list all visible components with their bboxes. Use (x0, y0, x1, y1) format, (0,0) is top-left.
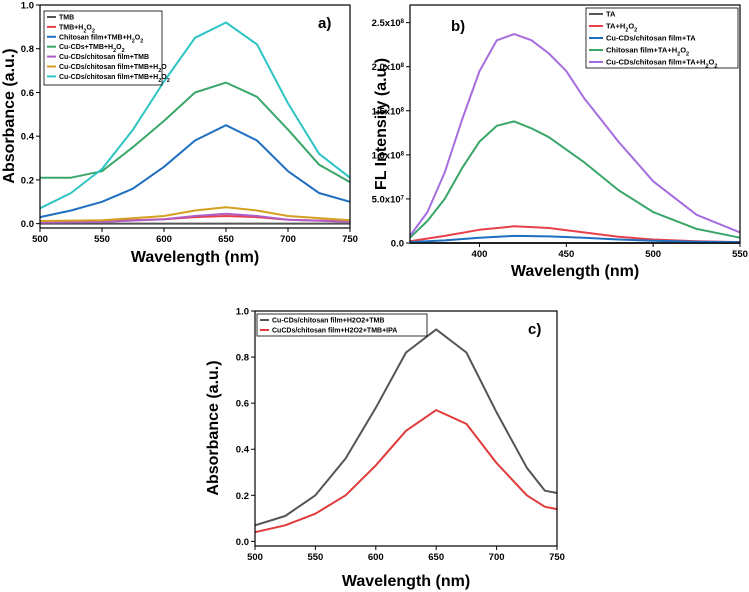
panel-a-series-5 (39, 212, 351, 224)
panel-c-legend: Cu-CDs/chitosan film+H2O2+TMB CuCDs/chito… (256, 313, 428, 337)
panel-a-xtick-label: 700 (280, 234, 296, 245)
panel-a-xtick-label: 650 (218, 234, 234, 245)
panel-b-xtick-label: 450 (558, 249, 574, 260)
panel-a-xtick-label: 750 (342, 234, 358, 245)
panel-a-series-6 (39, 206, 351, 222)
panel-b-yticks: 0.0 5.0x107 1.0x108 1.5x108 2.0x108 2.5x108 (372, 18, 410, 250)
panel-c-ytick-label: 0.0 (236, 537, 249, 548)
panel-b-legend-label: Cu-CDs/chitosan film+TA+H2O2 (606, 58, 717, 70)
panel-b-xtick-label: 550 (732, 249, 748, 260)
panel-b-ytick-label: 1.0x108 (372, 150, 405, 161)
panel-a-ytick-label: 0.8 (21, 44, 34, 55)
panel-a-xtick-label: 500 (32, 234, 48, 245)
panel-b: 400 450 500 550 0.0 5.0x107 1.0x108 1.5x108 2.0… (372, 4, 748, 280)
panel-c-legend-box (256, 313, 428, 337)
panel-b-series-3 (409, 234, 741, 244)
panel-b-legend-box (585, 7, 739, 69)
panel-c-legend-label: Cu-CDs/chitosan film+H2O2+TMB (272, 318, 384, 325)
panel-b-label: b) (451, 18, 465, 35)
panel-a-legend-label: Cu-CDs/chitosan film+TMB+H2O2 (59, 74, 170, 84)
panel-b-ytick-label: 0.0 (391, 239, 404, 250)
panel-b-series-4 (409, 120, 741, 239)
panel-a-series-4 (40, 81, 351, 183)
panel-a-ytick-label: 0.2 (21, 175, 34, 186)
panel-a-legend-label: Cu-CDs/chitosan film+TMB+H2O (59, 64, 167, 74)
panel-c-ytick-label: 0.4 (236, 445, 250, 456)
panel-b-xticks: 400 450 500 550 (472, 243, 748, 260)
panel-b-legend-label: TA (606, 10, 616, 19)
panel-c-xlabel: Wavelength (nm) (342, 573, 470, 590)
panel-a-legend-label: TMB (59, 15, 74, 22)
panel-c-frame (254, 310, 558, 547)
panel-a-ytick-label: 0.0 (21, 219, 34, 230)
panel-c-xtick-label: 750 (549, 552, 565, 563)
panel-c-ytick-label: 0.6 (236, 399, 249, 410)
panel-c: 500 550 600 650 700 750 0.0 0.2 0.4 0.6 0.8 1.0 Wa… (205, 307, 565, 591)
panel-a-xtick-label: 600 (156, 234, 172, 245)
panel-c-ytick-label: 1.0 (236, 307, 249, 318)
panel-a-series-7 (39, 21, 351, 210)
panel-c-ytick-label: 0.2 (236, 491, 249, 502)
panel-a-frame (39, 4, 351, 229)
panel-a-yticks: 0.0 0.2 0.4 0.6 0.8 1.0 (21, 1, 40, 230)
panel-c-ylabel: Absorbance (a.u.) (205, 360, 222, 495)
panel-a-ytick-label: 1.0 (21, 1, 34, 12)
panel-b-ytick-label: 2.0x108 (372, 62, 405, 73)
panel-b-frame (409, 4, 741, 244)
panel-b-xtick-label: 400 (472, 249, 488, 260)
panel-c-series-1 (254, 328, 558, 527)
panel-b-legend-label: Cu-CDs/chitosan film+TA (606, 34, 696, 43)
panel-a-legend-label: Chitosan film+TMB+H2O2 (59, 34, 143, 44)
panel-b-ylabel: FL Intensity (a.u.) (373, 58, 390, 190)
panel-a-series-3 (39, 124, 351, 219)
panel-b-legend-label: Chitosan film+TA+H2O2 (606, 46, 689, 58)
panel-b-ytick-label: 1.5x108 (372, 106, 405, 117)
panel-a-legend-label: Cu-CDs/chitosan film+TMB (59, 54, 149, 61)
panel-c-xtick-label: 600 (368, 552, 384, 563)
panel-c-xtick-label: 550 (307, 552, 323, 563)
panel-c-yticks: 0.0 0.2 0.4 0.6 0.8 1.0 (236, 307, 255, 548)
panel-b-legend-label: TA+H2O2 (606, 22, 637, 34)
panel-c-xtick-label: 500 (247, 552, 263, 563)
panel-b-xlabel: Wavelength (nm) (511, 263, 639, 280)
panel-a-legend-label: Cu-CDs+TMB+H2O2 (59, 44, 125, 54)
panel-c-ytick-label: 0.8 (236, 353, 249, 364)
panel-c-xtick-label: 650 (428, 552, 444, 563)
panel-c-xticks: 500 550 600 650 700 750 (247, 546, 565, 563)
panel-b-series-5 (409, 33, 741, 237)
panel-a: 500 550 600 650 700 750 0.0 0.2 0.4 0.6 0.8 1.0 Wa… (1, 1, 358, 267)
panel-a-xticks: 500 550 600 650 700 750 (32, 228, 358, 245)
panel-b-ytick-label: 2.5x108 (372, 18, 405, 29)
panel-a-label: a) (318, 15, 331, 32)
panel-c-series-2 (254, 409, 558, 534)
panel-c-legend-label: CuCDs/chitosan film+H2O2+TMB+IPA (272, 328, 397, 335)
panel-c-label: c) (528, 321, 541, 338)
panel-a-xlabel: Wavelength (nm) (131, 249, 259, 266)
panel-c-xtick-label: 700 (489, 552, 505, 563)
panel-a-xtick-label: 550 (94, 234, 110, 245)
panel-a-ylabel: Absorbance (a.u.) (1, 48, 18, 183)
panel-a-ytick-label: 0.6 (21, 88, 34, 99)
panel-a-ytick-label: 0.4 (21, 132, 35, 143)
panel-b-ytick-label: 5.0x107 (372, 194, 405, 205)
panel-a-legend-box (43, 10, 163, 86)
panel-a-plot (39, 21, 351, 225)
panel-c-plot (254, 328, 558, 534)
panel-b-xtick-label: 500 (645, 249, 661, 260)
panel-a-legend-label: TMB+H2O2 (59, 24, 95, 34)
